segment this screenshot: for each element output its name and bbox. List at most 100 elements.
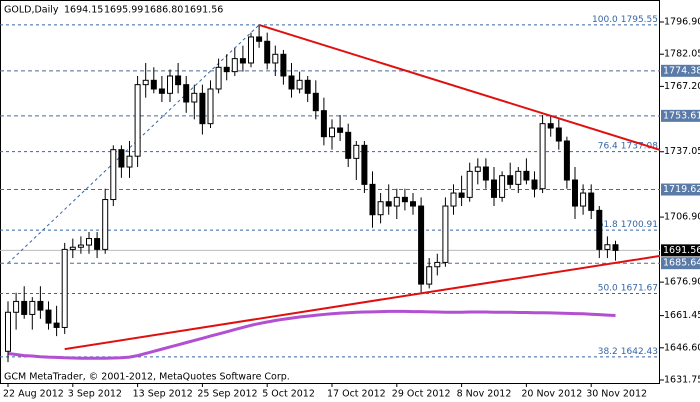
candle-body <box>134 84 141 157</box>
candle-body <box>110 149 117 201</box>
price-level-box <box>661 64 700 77</box>
price-level-label: 1774.38 <box>663 65 700 76</box>
candle-body <box>450 192 457 207</box>
trend-line <box>64 254 661 351</box>
candle-body <box>288 75 295 90</box>
candle-body <box>231 58 238 73</box>
candle-body <box>458 192 465 198</box>
candle-body <box>418 205 425 285</box>
price-level-label: 1685.64 <box>663 258 700 269</box>
x-tick-label: 29 Oct 2012 <box>392 389 451 400</box>
candle-body <box>474 166 481 172</box>
candle-body <box>531 179 538 190</box>
candle-body <box>353 144 360 159</box>
candle-body <box>377 201 384 216</box>
candle-body <box>539 123 546 190</box>
candle-body <box>37 300 44 311</box>
candle-body <box>482 166 489 181</box>
candle-body <box>442 205 449 263</box>
candle-body <box>21 300 28 315</box>
candle-body <box>491 179 497 198</box>
candle-body <box>604 244 611 250</box>
candle-body <box>126 155 133 168</box>
candle-body <box>191 92 198 103</box>
fib-price: 1671.67 <box>621 283 658 293</box>
candle-body <box>158 88 165 94</box>
x-tick-label: 20 Nov 2012 <box>521 389 582 400</box>
fib-level-label: 100.0 1795.55 <box>592 14 658 24</box>
price-level-box <box>661 109 700 122</box>
y-tick-label: 1661.45 <box>664 310 700 321</box>
footer-copyright: GCM MetaTrader, © 2001-2012, MetaQuotes … <box>4 372 290 383</box>
candle-body <box>345 131 352 159</box>
candle-body <box>304 79 311 94</box>
fib-price: 1795.55 <box>621 14 658 24</box>
candle-body <box>264 40 271 64</box>
fib-level-label: 50.0 1671.67 <box>598 283 658 293</box>
x-tick-label: 25 Sep 2012 <box>197 389 257 400</box>
candle-body <box>53 322 60 328</box>
candle-body <box>466 170 473 198</box>
candle-body <box>515 170 522 185</box>
candle-body <box>507 175 514 185</box>
fib-level-label: 76.4 1737.08 <box>598 141 659 151</box>
candle-body <box>385 201 392 207</box>
candle-body <box>150 79 157 90</box>
candle-body <box>5 311 11 352</box>
candle-body <box>256 36 263 42</box>
header-high: 1695.99 <box>104 5 143 16</box>
fib-price: 1700.91 <box>621 220 658 230</box>
candle-body <box>580 192 587 207</box>
fib-price: 1642.43 <box>621 346 658 356</box>
fib-ratio: 38.2 <box>598 346 618 356</box>
x-tick-label: 3 Sep 2012 <box>68 389 122 400</box>
candle-body <box>280 53 287 77</box>
y-tick-label: 1737.05 <box>664 146 700 157</box>
candle-body <box>563 140 570 181</box>
candle-body <box>175 75 182 86</box>
candle-body <box>499 175 506 198</box>
candle-body <box>588 192 595 211</box>
candle-body <box>77 244 84 248</box>
candle-body <box>69 246 76 250</box>
candle-body <box>239 58 246 64</box>
price-level-box <box>661 183 700 196</box>
candle-body <box>45 309 52 324</box>
bid-label: 1691.56 <box>663 245 700 256</box>
candle-body <box>547 123 554 129</box>
candle-body <box>13 300 20 313</box>
candle-body <box>401 196 408 203</box>
candle-body <box>94 238 101 250</box>
candle-body <box>86 238 92 246</box>
x-tick-label: 5 Oct 2012 <box>262 389 315 400</box>
x-tick-label: 8 Nov 2012 <box>457 389 512 400</box>
candle-body <box>215 66 222 90</box>
candle-body <box>393 196 400 207</box>
candle-body <box>369 183 376 216</box>
y-tick-label: 1706.90 <box>664 212 700 223</box>
y-tick-label: 1676.90 <box>664 277 700 288</box>
candle-body <box>612 244 619 251</box>
moving-average <box>7 309 616 360</box>
y-tick-label: 1782.05 <box>664 49 700 60</box>
header-low: 1686.80 <box>144 5 183 16</box>
candle-body <box>223 66 230 73</box>
header-open: 1694.15 <box>64 5 103 16</box>
fib-ratio: 50.0 <box>598 283 618 293</box>
trend-line <box>258 23 661 151</box>
candle-body <box>320 110 327 138</box>
x-tick-label: 13 Sep 2012 <box>133 389 193 400</box>
candle-body <box>312 92 319 112</box>
candle-body <box>199 92 206 125</box>
candle-body <box>142 79 149 86</box>
x-tick-label: 30 Nov 2012 <box>586 389 647 400</box>
fib-level-label: 38.2 1642.43 <box>598 346 658 356</box>
candle-body <box>102 199 109 250</box>
candle-body <box>118 149 125 168</box>
price-level-box <box>661 257 700 270</box>
candle-body <box>555 127 562 142</box>
fib-ratio: 61.8 <box>598 220 618 230</box>
candle-body <box>572 179 578 207</box>
fib-level-label: 61.8 1700.91 <box>598 220 658 230</box>
